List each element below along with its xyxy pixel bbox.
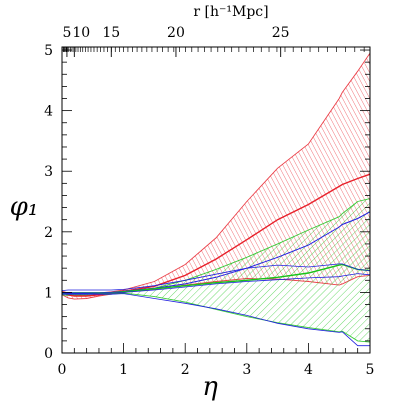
- series-line-blue-1: [62, 211, 370, 294]
- y-axis-label: φ₁: [10, 192, 39, 222]
- x-axis-label: η: [202, 372, 218, 402]
- y-tick-label: 2: [44, 225, 53, 241]
- y-tick-label: 4: [44, 104, 53, 120]
- series-line-blue-3: [62, 273, 370, 295]
- plot-frame: [61, 46, 371, 354]
- top-tick-label: 15: [102, 25, 120, 41]
- bands-layer: [62, 52, 370, 343]
- top-tick-label: 10: [72, 25, 90, 41]
- y-tick-label: 0: [44, 346, 53, 362]
- top-tick-label: 20: [167, 25, 185, 41]
- top-tick-label: 5: [62, 25, 71, 41]
- band-green-1: [62, 198, 370, 343]
- x-tick-label: 1: [119, 362, 128, 378]
- series-line-red-0: [62, 173, 370, 297]
- top-tick-label: 25: [272, 25, 290, 41]
- series-line-blue-4: [62, 263, 370, 291]
- y-tick-label: 1: [44, 285, 53, 301]
- top-axis-label: r [h⁻¹Mpc]: [193, 4, 268, 20]
- series-line-blue-5: [62, 293, 370, 347]
- x-tick-label: 0: [58, 362, 67, 378]
- x-tick-label: 5: [366, 362, 375, 378]
- x-tick-label: 2: [181, 362, 190, 378]
- lines-layer: [62, 173, 370, 347]
- y-tick-label: 3: [44, 164, 53, 180]
- x-tick-label: 4: [304, 362, 313, 378]
- x-tick-label: 3: [242, 362, 251, 378]
- y-tick-label: 5: [44, 43, 53, 59]
